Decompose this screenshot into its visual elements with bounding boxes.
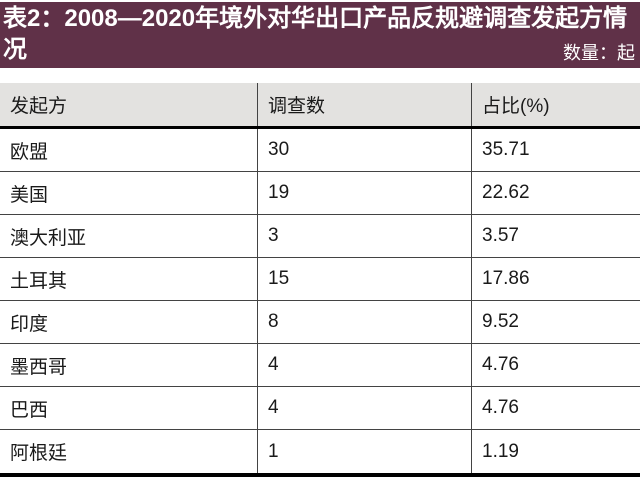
cell-count: 4 bbox=[258, 387, 472, 429]
table-row: 阿根廷 1 1.19 bbox=[0, 430, 640, 477]
table-row: 土耳其 15 17.86 bbox=[0, 258, 640, 301]
table-row: 澳大利亚 3 3.57 bbox=[0, 215, 640, 258]
cell-count: 19 bbox=[258, 172, 472, 214]
cell-count: 30 bbox=[258, 129, 472, 171]
table-row: 墨西哥 4 4.76 bbox=[0, 344, 640, 387]
cell-share: 3.57 bbox=[482, 225, 519, 246]
figure-title-bar: 表2：2008—2020年境外对华出口产品反规避调查发起方情况 数量：起 bbox=[0, 2, 640, 68]
cell-initiator: 土耳其 bbox=[0, 258, 258, 300]
table-header-row: 发起方 调查数 占比(%) bbox=[0, 83, 640, 129]
cell-initiator: 巴西 bbox=[0, 387, 258, 429]
table-row: 欧盟 30 35.71 bbox=[0, 129, 640, 172]
cell-share: 1.19 bbox=[482, 440, 519, 462]
cell-initiator: 美国 bbox=[0, 172, 258, 214]
column-header-share: 占比(%) bbox=[482, 96, 550, 117]
unit-note: 数量：起 bbox=[563, 43, 635, 63]
table-row: 巴西 4 4.76 bbox=[0, 387, 640, 430]
cell-initiator: 欧盟 bbox=[0, 129, 258, 171]
cell-count: 15 bbox=[258, 258, 472, 300]
cell-count: 1 bbox=[258, 430, 472, 473]
cell-count: 8 bbox=[258, 301, 472, 343]
cell-initiator: 澳大利亚 bbox=[0, 215, 258, 257]
cell-share: 4.76 bbox=[482, 354, 519, 375]
cell-initiator: 墨西哥 bbox=[0, 344, 258, 386]
cell-share: 9.52 bbox=[482, 311, 519, 332]
column-header-count: 调查数 bbox=[258, 83, 472, 126]
table-row: 印度 8 9.52 bbox=[0, 301, 640, 344]
data-table: 发起方 调查数 占比(%) 欧盟 30 35.71 美国 19 22.62 澳大… bbox=[0, 83, 640, 477]
cell-count: 4 bbox=[258, 344, 472, 386]
cell-share: 35.71 bbox=[482, 139, 530, 160]
cell-count: 3 bbox=[258, 215, 472, 257]
cell-initiator: 阿根廷 bbox=[0, 430, 258, 473]
cell-share: 4.76 bbox=[482, 397, 519, 418]
cell-share: 22.62 bbox=[482, 182, 530, 203]
column-header-initiator: 发起方 bbox=[0, 83, 258, 126]
cell-share: 17.86 bbox=[482, 268, 530, 289]
cell-initiator: 印度 bbox=[0, 301, 258, 343]
table-row: 美国 19 22.62 bbox=[0, 172, 640, 215]
figure-title: 表2：2008—2020年境外对华出口产品反规避调查发起方情况 bbox=[3, 5, 628, 63]
